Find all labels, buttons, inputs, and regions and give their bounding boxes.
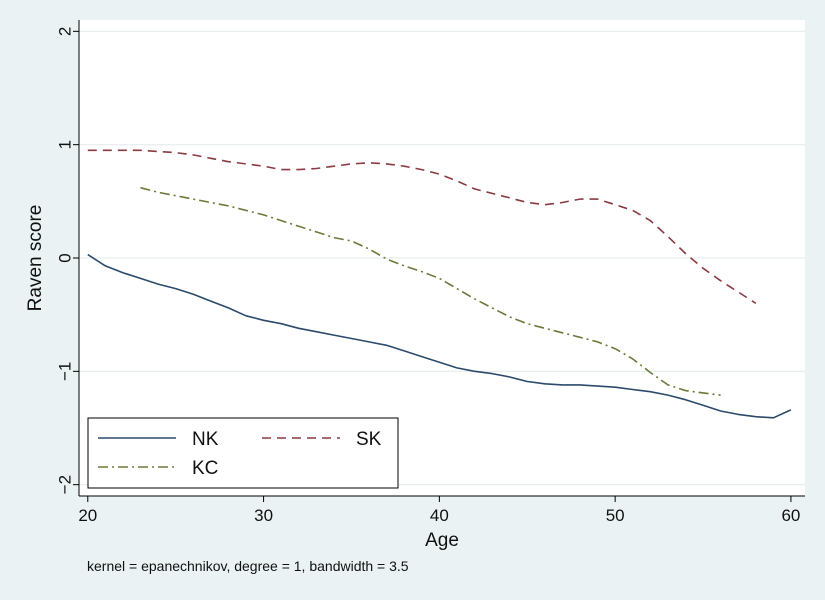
x-tick-label: 60	[781, 506, 800, 525]
y-tick-label: −1	[55, 362, 74, 381]
y-tick-label: 0	[55, 253, 74, 262]
series-line-nk	[87, 253, 792, 419]
x-tick-label: 50	[606, 506, 625, 525]
x-tick-label: 40	[430, 506, 449, 525]
x-tick-label: 20	[78, 506, 97, 525]
y-tick-label: 2	[55, 27, 74, 36]
series-line-sk	[87, 149, 757, 304]
y-tick-label: −2	[55, 475, 74, 494]
legend: NK SK KC	[87, 417, 399, 489]
y-tick-label: 1	[55, 140, 74, 149]
axis-layer: −2 −1 0 1 2 20 30 40 50 60	[55, 27, 800, 525]
series-line-kc	[140, 186, 721, 396]
legend-label-nk: NK	[192, 429, 219, 450]
footnote: kernel = epanechnikov, degree = 1, bandw…	[87, 558, 409, 574]
legend-label-sk: SK	[356, 429, 382, 450]
x-tick-label: 30	[254, 506, 273, 525]
x-axis-title: Age	[425, 530, 459, 551]
series-layer	[87, 149, 792, 419]
y-axis-title: Raven score	[25, 205, 46, 312]
legend-box	[87, 417, 399, 489]
legend-label-kc: KC	[192, 458, 218, 479]
